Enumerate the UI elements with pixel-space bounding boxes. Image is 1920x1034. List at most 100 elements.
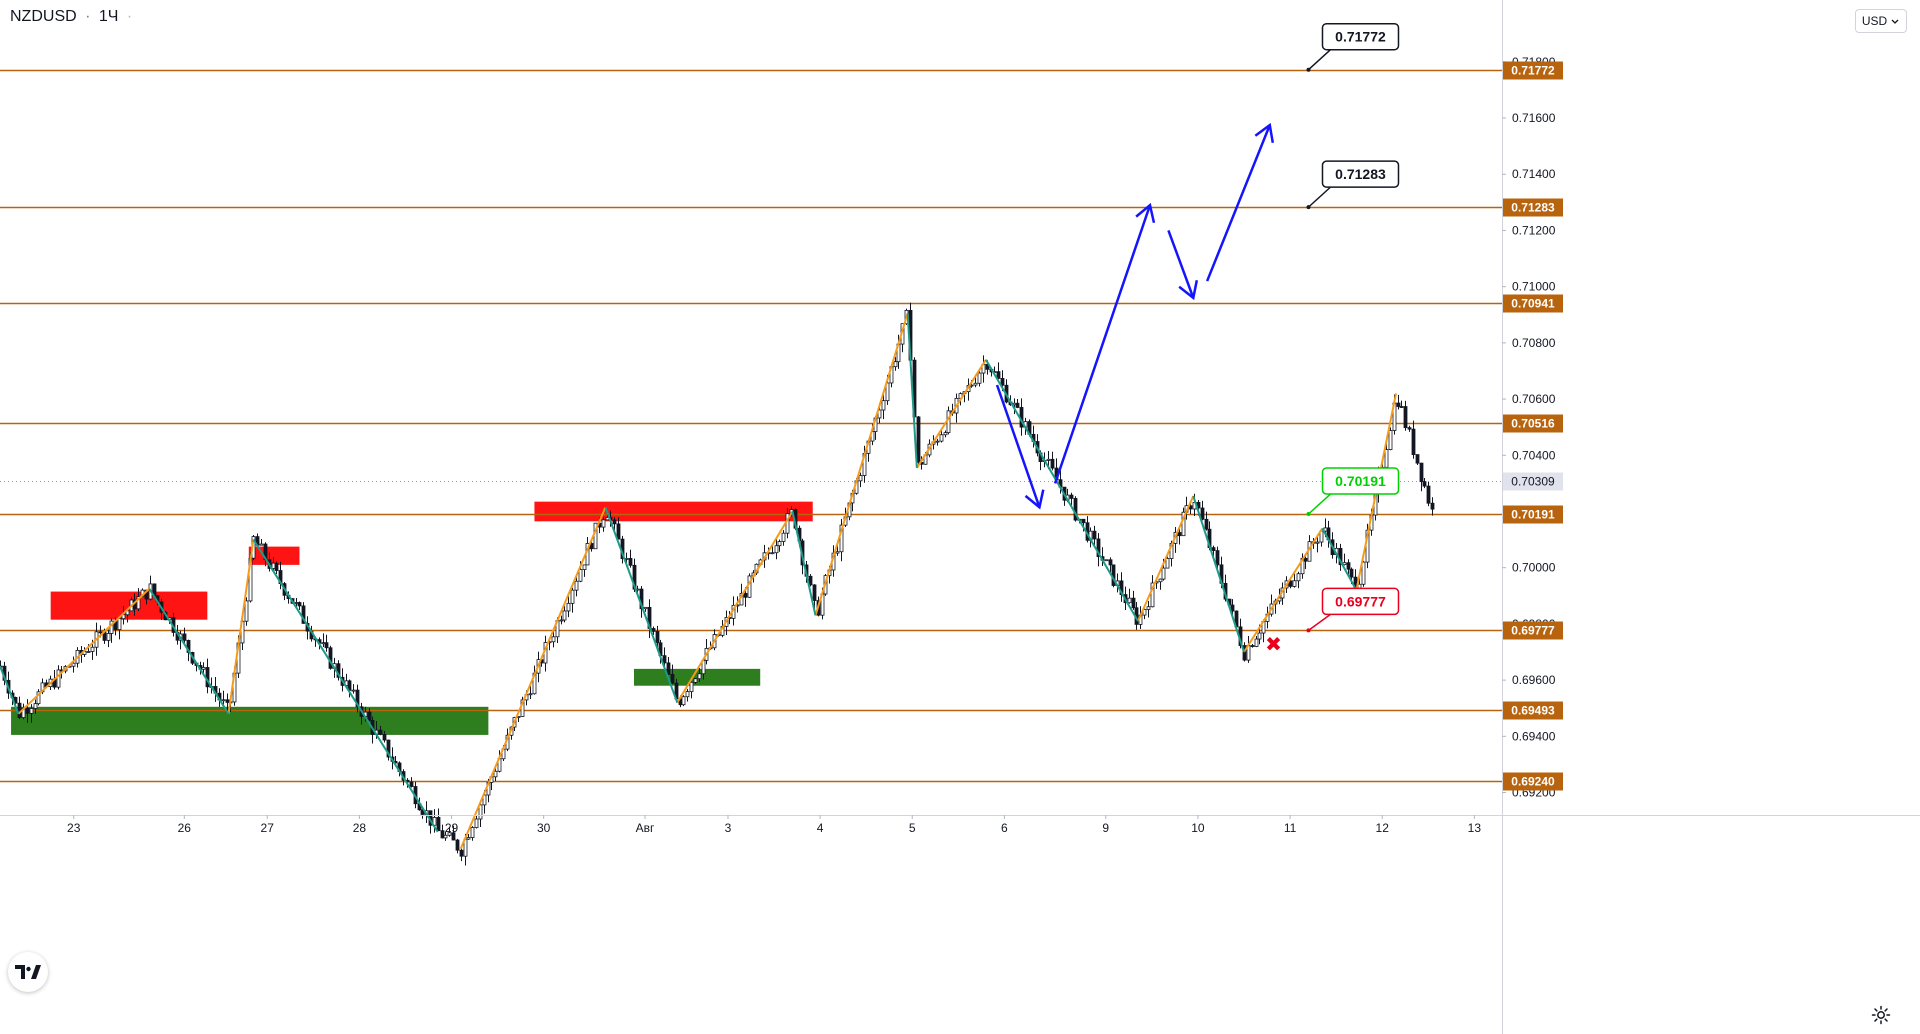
candle-body (1296, 573, 1301, 582)
y-tick-label: 0.70600 (1512, 392, 1556, 406)
callout-text: 0.70191 (1335, 473, 1386, 489)
candle-body (566, 602, 571, 612)
candle-body (681, 696, 686, 706)
down-leg-line (252, 539, 439, 833)
x-tick-label: 27 (261, 821, 275, 835)
level-price-badge (1503, 621, 1563, 640)
candle-body (294, 602, 299, 604)
candle-body (493, 770, 498, 778)
candle-body (367, 711, 372, 721)
candle-body (71, 662, 76, 667)
supply-zone (534, 501, 813, 522)
candle-body (582, 564, 587, 570)
candle-body (551, 636, 556, 643)
candle-body (297, 602, 302, 607)
last-price-text: 0.70309 (1511, 475, 1555, 489)
swing-legs (0, 313, 1398, 850)
candle-body (1096, 538, 1101, 558)
gear-icon[interactable] (1868, 1002, 1894, 1028)
candle-body (466, 837, 471, 840)
chevron-down-icon (1891, 19, 1899, 24)
tradingview-logo-icon[interactable] (8, 952, 48, 992)
candle-body (1242, 645, 1247, 661)
candle-body (662, 655, 667, 664)
candle-body (885, 382, 890, 402)
down-leg-line (791, 511, 817, 616)
x-tick-label: Авг (636, 821, 655, 835)
up-leg-line (227, 539, 255, 714)
candle-body (1000, 378, 1005, 386)
candle-body (244, 600, 249, 622)
level-price-text: 0.69240 (1511, 775, 1555, 789)
candle-body (474, 818, 479, 828)
candle-body (578, 569, 583, 582)
candle-body (935, 440, 940, 443)
candle-body (1146, 606, 1151, 610)
level-price-text: 0.70191 (1511, 508, 1555, 522)
level-price-badge (1503, 414, 1563, 433)
candle-body (136, 596, 141, 610)
symbol-header[interactable]: NZDUSD · 1Ч · (10, 8, 132, 26)
y-tick-label: 0.70000 (1512, 561, 1556, 575)
level-price-badge (1503, 61, 1563, 80)
candle-body (812, 584, 817, 601)
projection-arrow-head (1024, 489, 1045, 510)
x-tick-label: 4 (817, 821, 824, 835)
up-leg-line (1243, 527, 1324, 653)
callout-box (1321, 160, 1400, 188)
header-dot: · (126, 8, 133, 25)
candle-body (1161, 567, 1166, 580)
candle-body (447, 832, 452, 836)
candle-body (893, 361, 898, 368)
candle-body (693, 678, 698, 683)
candle-body (774, 545, 779, 554)
candle-body (378, 729, 383, 735)
up-leg-line (916, 359, 987, 469)
y-tick-label: 0.69600 (1512, 673, 1556, 687)
level-price-text: 0.70516 (1511, 417, 1555, 431)
candle-body (117, 618, 122, 631)
candle-body (643, 606, 648, 610)
candle-body (781, 532, 786, 542)
candle-body (1165, 558, 1170, 569)
candle-body (259, 543, 264, 546)
currency-label: USD (1861, 14, 1888, 28)
candle-body (409, 781, 414, 787)
candle-body (440, 830, 445, 839)
level-price-text: 0.69493 (1511, 704, 1555, 718)
candle-body (1411, 428, 1416, 455)
candle-body (1396, 402, 1401, 407)
down-leg-line (985, 359, 1139, 622)
levels (0, 69, 1502, 783)
callout-anchor (1306, 67, 1311, 72)
x-tick-label: 23 (67, 821, 81, 835)
candle-body (1388, 430, 1393, 450)
currency-button[interactable]: USD (1855, 9, 1907, 33)
projection-arrows (995, 122, 1275, 510)
candle-body (1250, 645, 1255, 647)
candle-body (1361, 561, 1366, 585)
level-price-badge (1503, 772, 1563, 791)
projection-arrow-head (1135, 202, 1156, 223)
candle-body (616, 523, 621, 540)
candle-body (777, 541, 782, 547)
candle-body (835, 551, 840, 554)
up-leg-line (17, 588, 150, 715)
candle-body (1399, 406, 1404, 408)
interval-label[interactable]: 1Ч (98, 8, 119, 25)
up-leg-line (814, 313, 909, 616)
candle-body (808, 575, 813, 586)
candle-body (666, 662, 671, 675)
x-tick-label: 3 (725, 821, 732, 835)
callout-box (1321, 22, 1400, 51)
candle-body (562, 610, 567, 621)
candle-body (1422, 481, 1427, 487)
candle-body (470, 827, 475, 838)
candle-body (858, 475, 863, 482)
candle-body (1069, 494, 1074, 499)
x-tick-label: 11 (1284, 821, 1297, 835)
candle-body (1108, 559, 1113, 566)
zones (11, 501, 813, 735)
projection-arrow-line (1205, 124, 1271, 282)
